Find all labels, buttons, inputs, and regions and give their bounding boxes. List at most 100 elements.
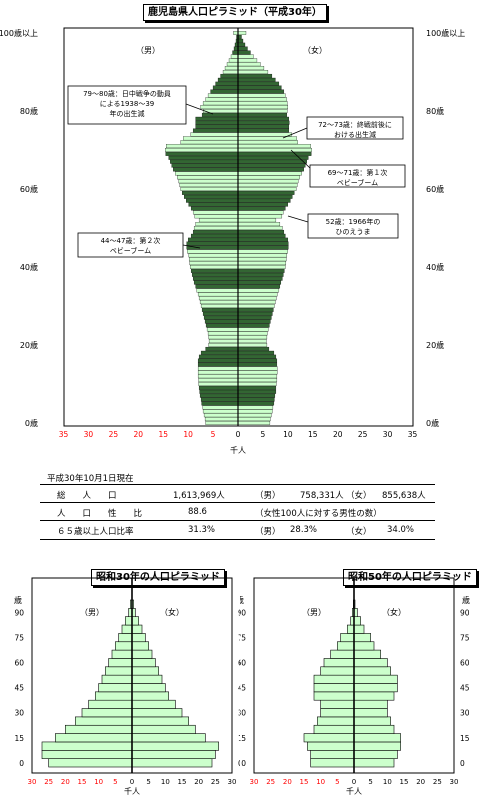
male-bar	[205, 97, 239, 102]
age-tick-label: 40歳	[426, 262, 444, 272]
male-bar	[323, 658, 355, 668]
small-x-tick: 25	[44, 778, 53, 786]
female-bar	[237, 253, 288, 258]
male-bar	[340, 633, 355, 643]
male-bar	[115, 641, 133, 651]
annotation-text: 69～71歳：第１次	[328, 168, 388, 177]
x-tick-label: 20	[333, 430, 343, 439]
small-x-tick: 5	[368, 778, 372, 786]
male-bar	[41, 750, 133, 759]
male-bar	[190, 268, 239, 273]
male-bar	[196, 288, 239, 293]
female-bar	[237, 194, 293, 199]
small-pyramid-s50-panel: 昭和50年の人口ピラミッド （男）（女）歳歳001515303045456060…	[240, 560, 492, 800]
male-bar	[195, 124, 239, 129]
female-bar	[353, 716, 391, 726]
female-bar	[353, 741, 401, 751]
female-bar	[237, 58, 258, 63]
small-x-tick: 25	[266, 778, 275, 786]
stats-male-value: 28.3%	[290, 525, 318, 535]
female-bar	[237, 343, 268, 347]
female-bar	[237, 206, 286, 211]
x-tick-label: 35	[59, 430, 69, 439]
small-age-tick: 45	[460, 684, 470, 693]
male-bar	[101, 674, 133, 684]
female-bar	[237, 62, 261, 67]
male-bar	[186, 249, 239, 254]
male-bar	[347, 624, 355, 634]
female-bar	[237, 183, 298, 188]
male-bar	[182, 190, 239, 195]
male-bar	[313, 674, 355, 684]
male-bar	[205, 323, 239, 328]
age-tick-label: 80歳	[20, 106, 38, 116]
small-x-tick: 30	[450, 778, 459, 786]
male-bar	[95, 691, 133, 701]
female-bar	[237, 229, 285, 234]
male-bar	[173, 167, 239, 172]
male-bar	[320, 699, 355, 709]
stats-value: 88.6	[188, 507, 207, 517]
male-bar	[189, 265, 239, 269]
small-x-tick: 15	[400, 778, 409, 786]
male-bar	[178, 179, 239, 184]
small-age-tick: 30	[14, 709, 24, 718]
female-bar	[237, 276, 283, 281]
small-male-label: （男）	[302, 608, 326, 617]
female-bar	[131, 633, 146, 643]
male-bar	[75, 716, 133, 726]
small-x-tick: 25	[433, 778, 442, 786]
male-bar	[193, 280, 239, 285]
female-bar	[131, 649, 153, 659]
female-bar	[237, 268, 285, 273]
female-bar	[237, 202, 289, 207]
female-bar	[237, 112, 288, 117]
male-bar	[183, 136, 239, 141]
male-bar	[199, 393, 239, 398]
small-age-tick: 0	[241, 759, 246, 768]
small-age-header: 歳	[240, 595, 244, 605]
female-bar	[237, 101, 288, 106]
small-female-label: （女）	[382, 607, 406, 617]
male-bar	[330, 649, 355, 659]
small-age-tick: 75	[14, 634, 24, 643]
male-bar	[203, 315, 239, 320]
small-age-tick: 45	[238, 684, 240, 693]
female-bar	[237, 128, 290, 133]
male-bar	[191, 272, 239, 277]
male-bar	[188, 202, 239, 207]
female-bar	[237, 89, 285, 94]
female-bar	[237, 233, 286, 238]
female-bar	[237, 42, 246, 47]
x-tick-label: 20	[134, 430, 144, 439]
male-bar	[208, 339, 239, 344]
annotation-leader-line	[287, 215, 309, 223]
main-age-labels-right: 0歳 20歳 40歳 60歳 80歳 100歳以上	[426, 28, 465, 428]
female-bar	[353, 699, 388, 709]
main-age-labels-left: 0歳 20歳 40歳 60歳 80歳 100歳以上	[0, 28, 38, 428]
female-bar	[237, 288, 280, 293]
female-bar	[353, 658, 388, 668]
annotation-text: による1938～39	[100, 100, 155, 108]
female-bar	[237, 190, 295, 195]
x-tick-label: 5	[261, 430, 266, 439]
female-bar	[237, 241, 289, 246]
female-bar	[353, 691, 395, 701]
x-tick-label: 5	[211, 430, 216, 439]
female-bar	[353, 733, 401, 743]
small-age-tick: 0	[238, 759, 240, 768]
small-x-tick: 30	[28, 778, 37, 786]
female-bar	[131, 750, 216, 759]
small-age-tick: 90	[460, 609, 470, 618]
female-bar	[237, 292, 278, 297]
male-bar	[201, 307, 239, 312]
x-tick-label: 15	[158, 430, 168, 439]
female-bar	[237, 272, 284, 277]
age-tick-label: 100歳以上	[0, 28, 38, 38]
female-bar	[237, 97, 288, 102]
female-bar	[237, 179, 299, 184]
main-female-label: （女）	[303, 45, 327, 55]
female-bar	[237, 93, 286, 98]
age-tick-label: 80歳	[426, 106, 444, 116]
stats-row-total: 総 人 口 1,613,969人 （男） 758,331人 （女） 855,63…	[40, 484, 435, 503]
